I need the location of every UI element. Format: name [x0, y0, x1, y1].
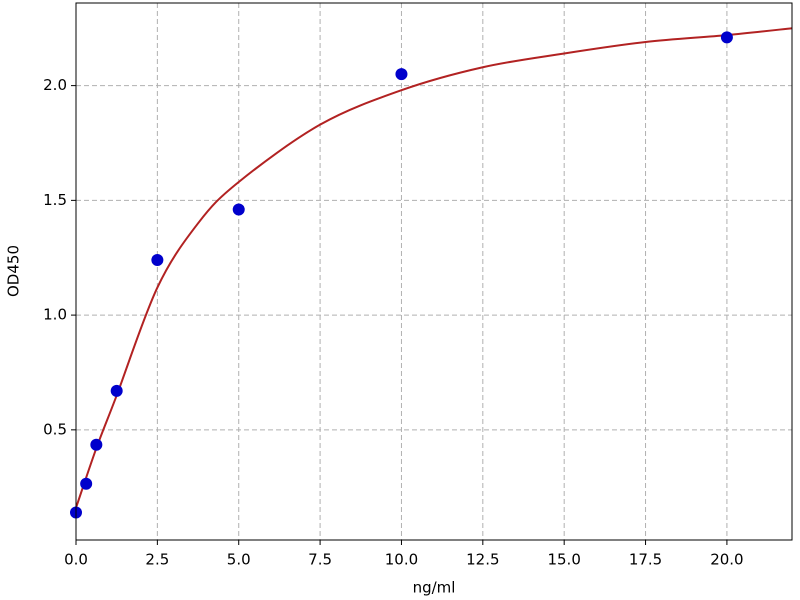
x-tick-label: 17.5: [629, 551, 662, 569]
x-tick-label: 15.0: [547, 551, 580, 569]
y-axis-label: OD450: [5, 245, 23, 297]
x-tick-label: 5.0: [227, 551, 251, 569]
fit-curve: [75, 27, 793, 509]
x-axis-label: ng/ml: [413, 579, 456, 597]
data-point: [151, 254, 164, 267]
x-tick-label: 20.0: [710, 551, 743, 569]
data-point: [90, 438, 103, 451]
data-point: [232, 203, 245, 216]
x-tick-label: 0.0: [64, 551, 88, 569]
data-point: [395, 68, 408, 81]
x-tick-label: 10.0: [385, 551, 418, 569]
x-tick-label: 2.5: [145, 551, 169, 569]
data-point: [110, 384, 123, 397]
plot-frame: [75, 2, 793, 541]
y-tick-label: 1.5: [43, 191, 67, 209]
data-point: [80, 477, 93, 490]
y-tick-label: 2.0: [43, 76, 67, 94]
y-tick-label: 0.5: [43, 420, 67, 438]
y-tick-label: 1.0: [43, 306, 67, 324]
x-tick-label: 7.5: [308, 551, 332, 569]
data-point: [720, 31, 733, 44]
x-tick-label: 12.5: [466, 551, 499, 569]
